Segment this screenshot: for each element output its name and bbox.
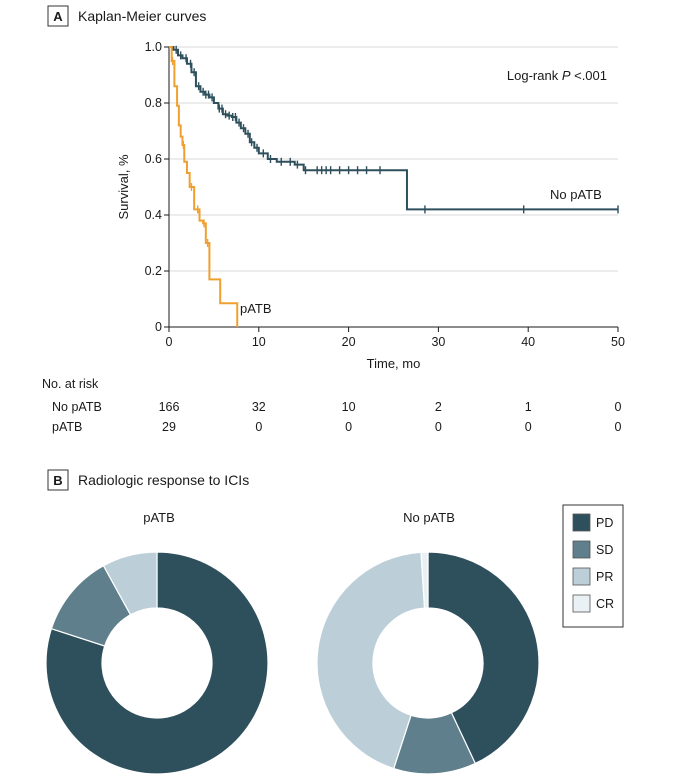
risk-value: 0 — [525, 420, 532, 434]
donut-title-no-patb: No pATB — [403, 510, 455, 525]
legend-label-cr: CR — [596, 597, 614, 611]
panel-a-title: Kaplan-Meier curves — [78, 8, 206, 24]
risk-value: 0 — [255, 420, 262, 434]
log-rank-annotation: Log-rank P <.001 — [507, 68, 607, 83]
donut-slices-no-patb — [316, 551, 540, 775]
y-tick-label: 0.4 — [145, 208, 162, 222]
donut-slice-cr — [420, 551, 429, 609]
km-x-axis-label: Time, mo — [367, 356, 421, 371]
donut-slice-pd — [427, 551, 540, 765]
km-grid — [169, 46, 618, 272]
donut-title-patb: pATB — [143, 510, 175, 525]
legend-swatch-pd — [572, 513, 591, 532]
panel-a-letter-box — [47, 5, 69, 27]
risk-value: 0 — [615, 420, 622, 434]
risk-value: 1 — [525, 400, 532, 414]
legend-label-sd: SD — [596, 543, 613, 557]
km-chart: 00.20.40.60.81.00 10 20 30 40 50 Survival, % … — [116, 40, 625, 371]
x-tick-label: 30 — [431, 335, 445, 349]
risk-value: 32 — [252, 400, 266, 414]
risk-value: 2 — [435, 400, 442, 414]
donut-legend: PD SD PR CR — [562, 504, 624, 628]
series-label-no-patb: No pATB — [550, 187, 602, 202]
legend-items: PD SD PR CR — [572, 513, 614, 613]
y-tick-label: 0.2 — [145, 264, 162, 278]
log-rank-prefix: Log-rank — [507, 68, 562, 83]
panel-b-title: Radiologic response to ICIs — [78, 472, 249, 488]
donut-slice-pd — [45, 551, 269, 775]
km-axes — [168, 47, 618, 328]
x-tick-label: 50 — [611, 335, 625, 349]
km-ticks: 0 0.2 0.4 0.6 0.8 1.0 0 10 20 30 40 50 — [145, 40, 625, 349]
y-tick-label: 1.0 — [145, 40, 162, 54]
panel-a-header: A Kaplan-Meier curves — [47, 5, 206, 27]
x-tick-label: 20 — [342, 335, 356, 349]
risk-value: 0 — [345, 420, 352, 434]
risk-value: 166 — [159, 400, 180, 414]
risk-table: No. at risk No pATB pATB 166 32 10 2 1 029 0 0 0… — [42, 377, 622, 434]
donut-chart-no-patb: No pATB — [316, 510, 540, 775]
risk-table-header: No. at risk — [42, 377, 99, 391]
panel-b-letter: B — [53, 473, 62, 488]
risk-value: 10 — [342, 400, 356, 414]
donut-slices-patb — [45, 551, 269, 775]
risk-values: 166 32 10 2 1 029 0 0 0 0 0 — [159, 400, 622, 434]
y-tick-label: 0.8 — [145, 96, 162, 110]
x-tick-label: 0 — [166, 335, 173, 349]
y-tick-label: 0 — [155, 320, 162, 334]
legend-label-pr: PR — [596, 570, 613, 584]
x-tick-label: 10 — [252, 335, 266, 349]
legend-swatch-sd — [572, 540, 591, 559]
panel-b-letter-box — [47, 469, 69, 491]
panel-a-letter: A — [53, 9, 63, 24]
series-label-patb: pATB — [240, 301, 272, 316]
y-tick-label: 0.6 — [145, 152, 162, 166]
panel-b-header: B Radiologic response to ICIs — [47, 469, 249, 491]
legend-swatch-cr — [572, 594, 591, 613]
risk-row-label-no-patb: No pATB — [52, 400, 102, 414]
km-y-axis-label: Survival, % — [116, 154, 131, 219]
km-series — [169, 45, 619, 327]
log-rank-suffix: <.001 — [570, 68, 607, 83]
donut-slice-pr — [102, 551, 158, 616]
risk-value: 0 — [435, 420, 442, 434]
legend-label-pd: PD — [596, 516, 613, 530]
donut-chart-patb: pATB — [45, 510, 269, 775]
donut-slice-pr — [316, 551, 426, 770]
x-tick-label: 40 — [521, 335, 535, 349]
risk-value: 29 — [162, 420, 176, 434]
km-curve-no-patb — [169, 46, 618, 211]
legend-swatch-pr — [572, 567, 591, 586]
risk-row-label-patb: pATB — [52, 420, 82, 434]
risk-value: 0 — [615, 400, 622, 414]
log-rank-p: P — [562, 68, 571, 83]
